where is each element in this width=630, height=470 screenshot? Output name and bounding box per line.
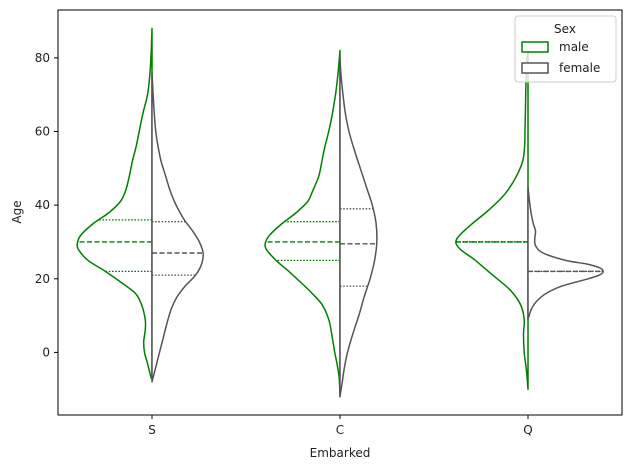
x-axis-title: Embarked [310,446,371,460]
x-tick-label-Q: Q [523,423,532,437]
y-tick-label-40: 40 [35,198,50,212]
violin-male-S [76,27,153,379]
y-tick-label-20: 20 [35,272,50,286]
violin-male-Q [455,46,529,390]
y-tick-label-80: 80 [35,51,50,65]
x-tick-label-C: C [336,423,344,437]
plot-area [76,27,604,398]
legend-label-female: female [559,61,600,75]
y-tick-label-0: 0 [42,345,50,359]
violin-male-C [264,49,341,398]
legend-title: Sex [554,22,576,36]
legend-swatch-male [521,41,549,53]
y-axis-title: Age [10,200,24,223]
x-tick-label-S: S [148,423,156,437]
y-tick-label-60: 60 [35,125,50,139]
violin-female-C [339,57,378,398]
violin-female-S [151,71,204,383]
legend-swatch-female [521,62,549,74]
y-axis: 0 20 40 60 80 [35,51,58,359]
legend: Sex male female [514,15,617,83]
legend-label-male: male [559,40,589,54]
violin-female-Q [527,185,604,321]
